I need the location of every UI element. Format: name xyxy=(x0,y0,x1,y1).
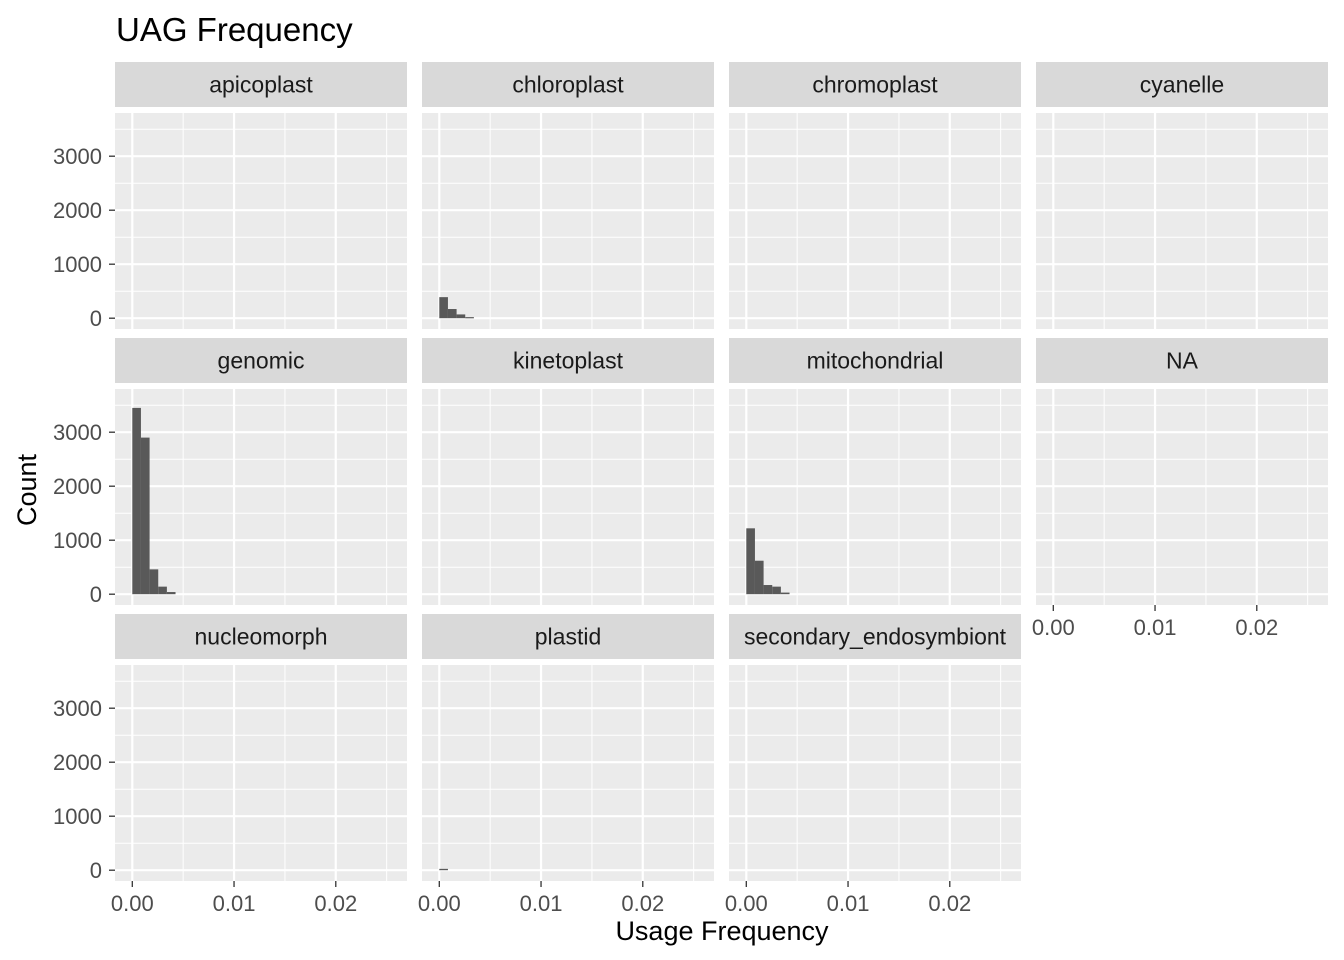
facet-strip xyxy=(115,614,407,659)
histogram-bar xyxy=(439,868,448,871)
facet-panel-mitochondrial: mitochondrial xyxy=(729,338,1021,605)
facet-strip xyxy=(729,62,1021,107)
facet-strip xyxy=(729,338,1021,383)
histogram-bar xyxy=(439,297,448,319)
y-tick-label: 1000 xyxy=(53,804,102,829)
panel-background xyxy=(1036,113,1328,329)
facet-strip xyxy=(422,62,714,107)
facet-strip-label: NA xyxy=(1166,348,1199,374)
facet-strip-label: kinetoplast xyxy=(513,348,624,374)
histogram-bar xyxy=(158,586,167,595)
histogram-bar xyxy=(772,586,781,595)
facet-strip-label: chloroplast xyxy=(512,72,624,98)
panel-background xyxy=(1036,389,1328,605)
facet-strip xyxy=(115,62,407,107)
x-tick-label: 0.01 xyxy=(1134,615,1177,640)
histogram-bar xyxy=(149,569,159,595)
facet-strip-label: cyanelle xyxy=(1140,72,1224,98)
x-tick-label: 0.01 xyxy=(213,891,256,916)
y-tick-label: 3000 xyxy=(53,420,102,445)
facet-panel-kinetoplast: kinetoplast xyxy=(422,338,714,605)
facet-panel-cyanelle: cyanelle xyxy=(1036,62,1328,329)
facet-strip-label: apicoplast xyxy=(209,72,313,98)
y-tick-label: 0 xyxy=(90,306,102,331)
facet-panel-na: NA 0.00 0.01 0.02 xyxy=(1032,338,1328,640)
panel-background xyxy=(115,389,407,605)
histogram-bar xyxy=(456,314,466,319)
facet-panel-apicoplast: apicoplast 0 1000 2000 3000 xyxy=(53,62,407,331)
panel-background xyxy=(729,389,1021,605)
x-tick-label: 0.01 xyxy=(520,891,563,916)
x-tick-label: 0.02 xyxy=(314,891,357,916)
y-tick-label: 3000 xyxy=(53,696,102,721)
facet-strip xyxy=(422,614,714,659)
facet-panel-chloroplast: chloroplast xyxy=(422,62,714,329)
y-tick-label: 2000 xyxy=(53,198,102,223)
facet-strip-label: mitochondrial xyxy=(807,348,944,374)
facet-strip-label: nucleomorph xyxy=(195,624,328,650)
y-tick-label: 2000 xyxy=(53,474,102,499)
facet-panel-secondary-endosymbiont: secondary_endosymbiont 0.00 0.01 0.02 xyxy=(725,614,1021,916)
facet-strip xyxy=(729,614,1021,659)
histogram-bar xyxy=(465,317,474,319)
facet-strip xyxy=(422,338,714,383)
facet-panel-genomic: genomic 0 1000 2000 3000 xyxy=(53,338,407,607)
histogram-bar xyxy=(754,560,764,595)
x-axis-title: Usage Frequency xyxy=(615,916,829,946)
panel-background xyxy=(422,113,714,329)
facet-panel-chromoplast: chromoplast xyxy=(729,62,1021,329)
facet-strip xyxy=(1036,338,1328,383)
y-tick-label: 0 xyxy=(90,858,102,883)
facet-strip-label: genomic xyxy=(218,348,305,374)
chart-title: UAG Frequency xyxy=(116,11,353,48)
facet-strip xyxy=(1036,62,1328,107)
y-tick-label: 1000 xyxy=(53,528,102,553)
histogram-bar xyxy=(166,592,176,595)
facet-strip-label: chromoplast xyxy=(812,72,938,98)
panel-background xyxy=(115,113,407,329)
y-axis-title: Count xyxy=(12,453,42,526)
panel-background xyxy=(729,113,1021,329)
y-tick-label: 3000 xyxy=(53,144,102,169)
histogram-bar xyxy=(132,407,141,595)
facet-strip-label: secondary_endosymbiont xyxy=(744,624,1007,650)
x-tick-label: 0.00 xyxy=(1032,615,1075,640)
x-tick-label: 0.00 xyxy=(111,891,154,916)
x-tick-label: 0.02 xyxy=(928,891,971,916)
facet-panel-plastid: plastid 0.00 0.01 0.02 xyxy=(418,614,714,916)
panel-background xyxy=(115,665,407,881)
x-tick-label: 0.02 xyxy=(621,891,664,916)
histogram-bar xyxy=(746,528,755,595)
y-tick-label: 2000 xyxy=(53,750,102,775)
facet-strip-label: plastid xyxy=(535,624,601,650)
facet-panels: apicoplast 0 1000 2000 3000 chloroplast chromo… xyxy=(53,62,1328,916)
histogram-bar xyxy=(780,592,790,595)
panel-background xyxy=(422,389,714,605)
x-tick-label: 0.00 xyxy=(418,891,461,916)
x-tick-label: 0.02 xyxy=(1235,615,1278,640)
panel-background xyxy=(729,665,1021,881)
facet-strip xyxy=(115,338,407,383)
x-tick-label: 0.01 xyxy=(827,891,870,916)
panel-background xyxy=(422,665,714,881)
histogram-bar xyxy=(140,437,150,595)
histogram-bar xyxy=(763,585,773,595)
facet-panel-nucleomorph: nucleomorph 0 1000 2000 3000 0.00 0.01 0.02 xyxy=(53,614,407,916)
histogram-bar xyxy=(447,309,457,319)
y-tick-label: 1000 xyxy=(53,252,102,277)
x-tick-label: 0.00 xyxy=(725,891,768,916)
y-tick-label: 0 xyxy=(90,582,102,607)
